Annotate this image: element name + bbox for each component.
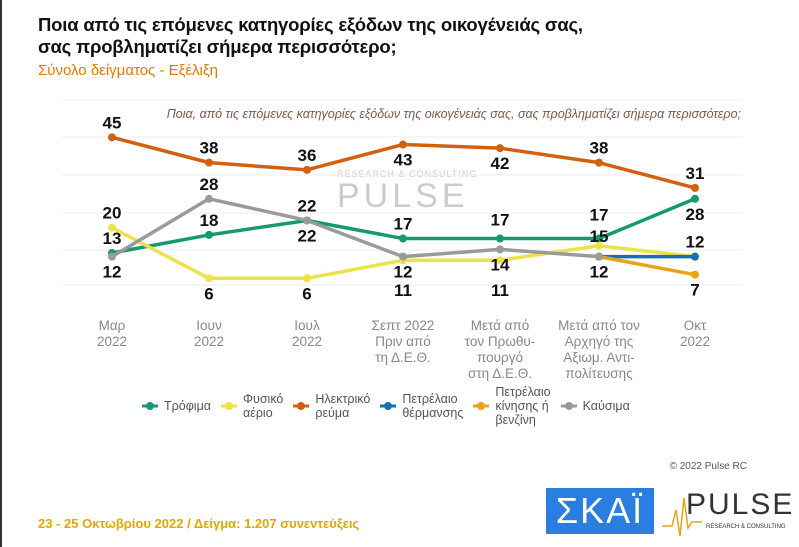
title-line-2: σας προβληματίζει σήμερα περισσότερο;: [38, 36, 397, 57]
watermark-sub: RESEARCH & CONSULTING: [337, 169, 478, 179]
data-point: [496, 144, 504, 153]
copyright: © 2022 Pulse RC: [669, 461, 747, 472]
data-label: 17: [491, 211, 510, 230]
data-point: [595, 234, 603, 243]
series-line-5: [111, 197, 600, 259]
x-tick-label: Μαρ 2022: [96, 318, 128, 349]
data-point: [303, 165, 311, 174]
skai-logo: ΣΚΑΪ: [546, 488, 654, 534]
data-point: [205, 274, 213, 283]
data-label: 42: [491, 154, 510, 173]
legend-marker-icon: [221, 402, 238, 410]
data-point: [691, 270, 699, 279]
legend: Τρόφιμα Φυσικό αέριο Ηλεκτρικό ρεύμα Πετρέλ…: [142, 385, 630, 427]
data-point: [303, 274, 311, 283]
legend-marker-icon: [560, 402, 577, 410]
data-label: 17: [394, 215, 413, 234]
data-label: 13: [103, 229, 122, 248]
data-point: [399, 140, 407, 149]
x-tick-label: Ιουλ 2022: [291, 318, 323, 349]
pulse-logo: PULSE RESEARCH & CONSULTING: [662, 488, 792, 538]
x-tick-label: Οκτ 2022: [679, 318, 711, 349]
data-point: [108, 252, 116, 261]
x-tick-label: Μετά από τον Πρωθυ- πουργό στη Δ.Ε.Θ.: [464, 318, 536, 381]
legend-item: Πετρέλαιο θέρμανσης: [380, 392, 463, 420]
data-label: 6: [204, 284, 213, 303]
data-label: 17: [590, 206, 609, 225]
x-tick-label: Μετά από τον Αρχηγό της Αξιωμ. Αντι- πολ…: [558, 318, 640, 381]
data-label: 22: [298, 226, 317, 245]
legend-marker-icon: [142, 402, 158, 410]
data-point: [303, 216, 311, 225]
data-label: 12: [103, 263, 122, 282]
legend-item: Ηλεκτρικό ρεύμα: [293, 392, 370, 420]
data-label: 28: [200, 175, 219, 194]
data-point: [399, 234, 407, 243]
data-point: [205, 158, 213, 167]
data-label: 12: [394, 263, 413, 282]
data-point: [496, 256, 504, 265]
x-tick-label: Σεπτ 2022 Πριν από τη Δ.Ε.Θ.: [371, 318, 435, 365]
data-label: 11: [394, 281, 412, 300]
watermark: PULSE: [337, 177, 469, 215]
data-label: 14: [491, 255, 510, 274]
legend-marker-icon: [380, 402, 397, 410]
data-label: 15: [590, 227, 609, 246]
legend-marker-icon: [293, 402, 310, 410]
legend-label: Πετρέλαιο θέρμανσης: [402, 392, 464, 420]
data-label: 36: [298, 146, 317, 165]
data-point: [399, 252, 407, 261]
legend-item: Φυσικό αέριο: [221, 392, 283, 420]
legend-label: Καύσιμα: [582, 399, 630, 413]
data-point: [496, 234, 504, 243]
data-point: [595, 158, 603, 167]
data-point: [496, 245, 504, 254]
series-line-4: [598, 254, 696, 277]
legend-item: Τρόφιμα: [142, 399, 211, 413]
data-point: [205, 194, 213, 203]
data-label: 12: [686, 233, 705, 252]
data-point: [691, 183, 699, 192]
data-label: 12: [590, 263, 609, 282]
data-label: 31: [686, 164, 705, 183]
subtitle: Σύνολο δείγματος - Εξέλιξη: [38, 62, 218, 79]
legend-label: Τρόφιμα: [164, 399, 212, 413]
data-point: [595, 241, 603, 250]
data-point: [108, 133, 116, 142]
data-label: 7: [690, 281, 699, 300]
data-point: [595, 252, 603, 261]
data-label: 38: [590, 139, 609, 158]
data-point: [108, 223, 116, 232]
legend-item: Καύσιμα: [560, 399, 630, 413]
data-label: 28: [686, 205, 705, 224]
data-label: 22: [298, 196, 317, 215]
data-label: 43: [394, 151, 413, 170]
legend-marker-icon: [473, 402, 490, 410]
legend-label: Πετρέλαιο κίνησης ή βενζίνη: [495, 385, 551, 427]
data-point: [205, 230, 213, 239]
data-point: [691, 194, 699, 203]
data-label: 11: [491, 281, 509, 300]
footer-sample-info: 23 - 25 Οκτωβρίου 2022 / Δείγμα: 1.207 σ…: [38, 516, 360, 531]
data-label: 45: [103, 113, 122, 132]
title-line-1: Ποια από τις επόμενες κατηγορίες εξόδων …: [38, 14, 583, 35]
legend-item: Πετρέλαιο κίνησης ή βενζίνη: [473, 385, 551, 427]
data-label: 20: [103, 204, 122, 223]
legend-label: Φυσικό αέριο: [243, 392, 284, 420]
page-title: Ποια από τις επόμενες κατηγορίες εξόδων …: [38, 14, 583, 58]
data-label: 6: [302, 284, 311, 303]
x-tick-label: Ιουν 2022: [193, 318, 225, 349]
chart-title: Ποια, από τις επόμενες κατηγορίες εξόδων…: [166, 107, 741, 121]
data-point: [691, 252, 699, 261]
data-label: 38: [200, 139, 219, 158]
data-label: 18: [200, 211, 219, 230]
legend-label: Ηλεκτρικό ρεύμα: [315, 392, 371, 420]
